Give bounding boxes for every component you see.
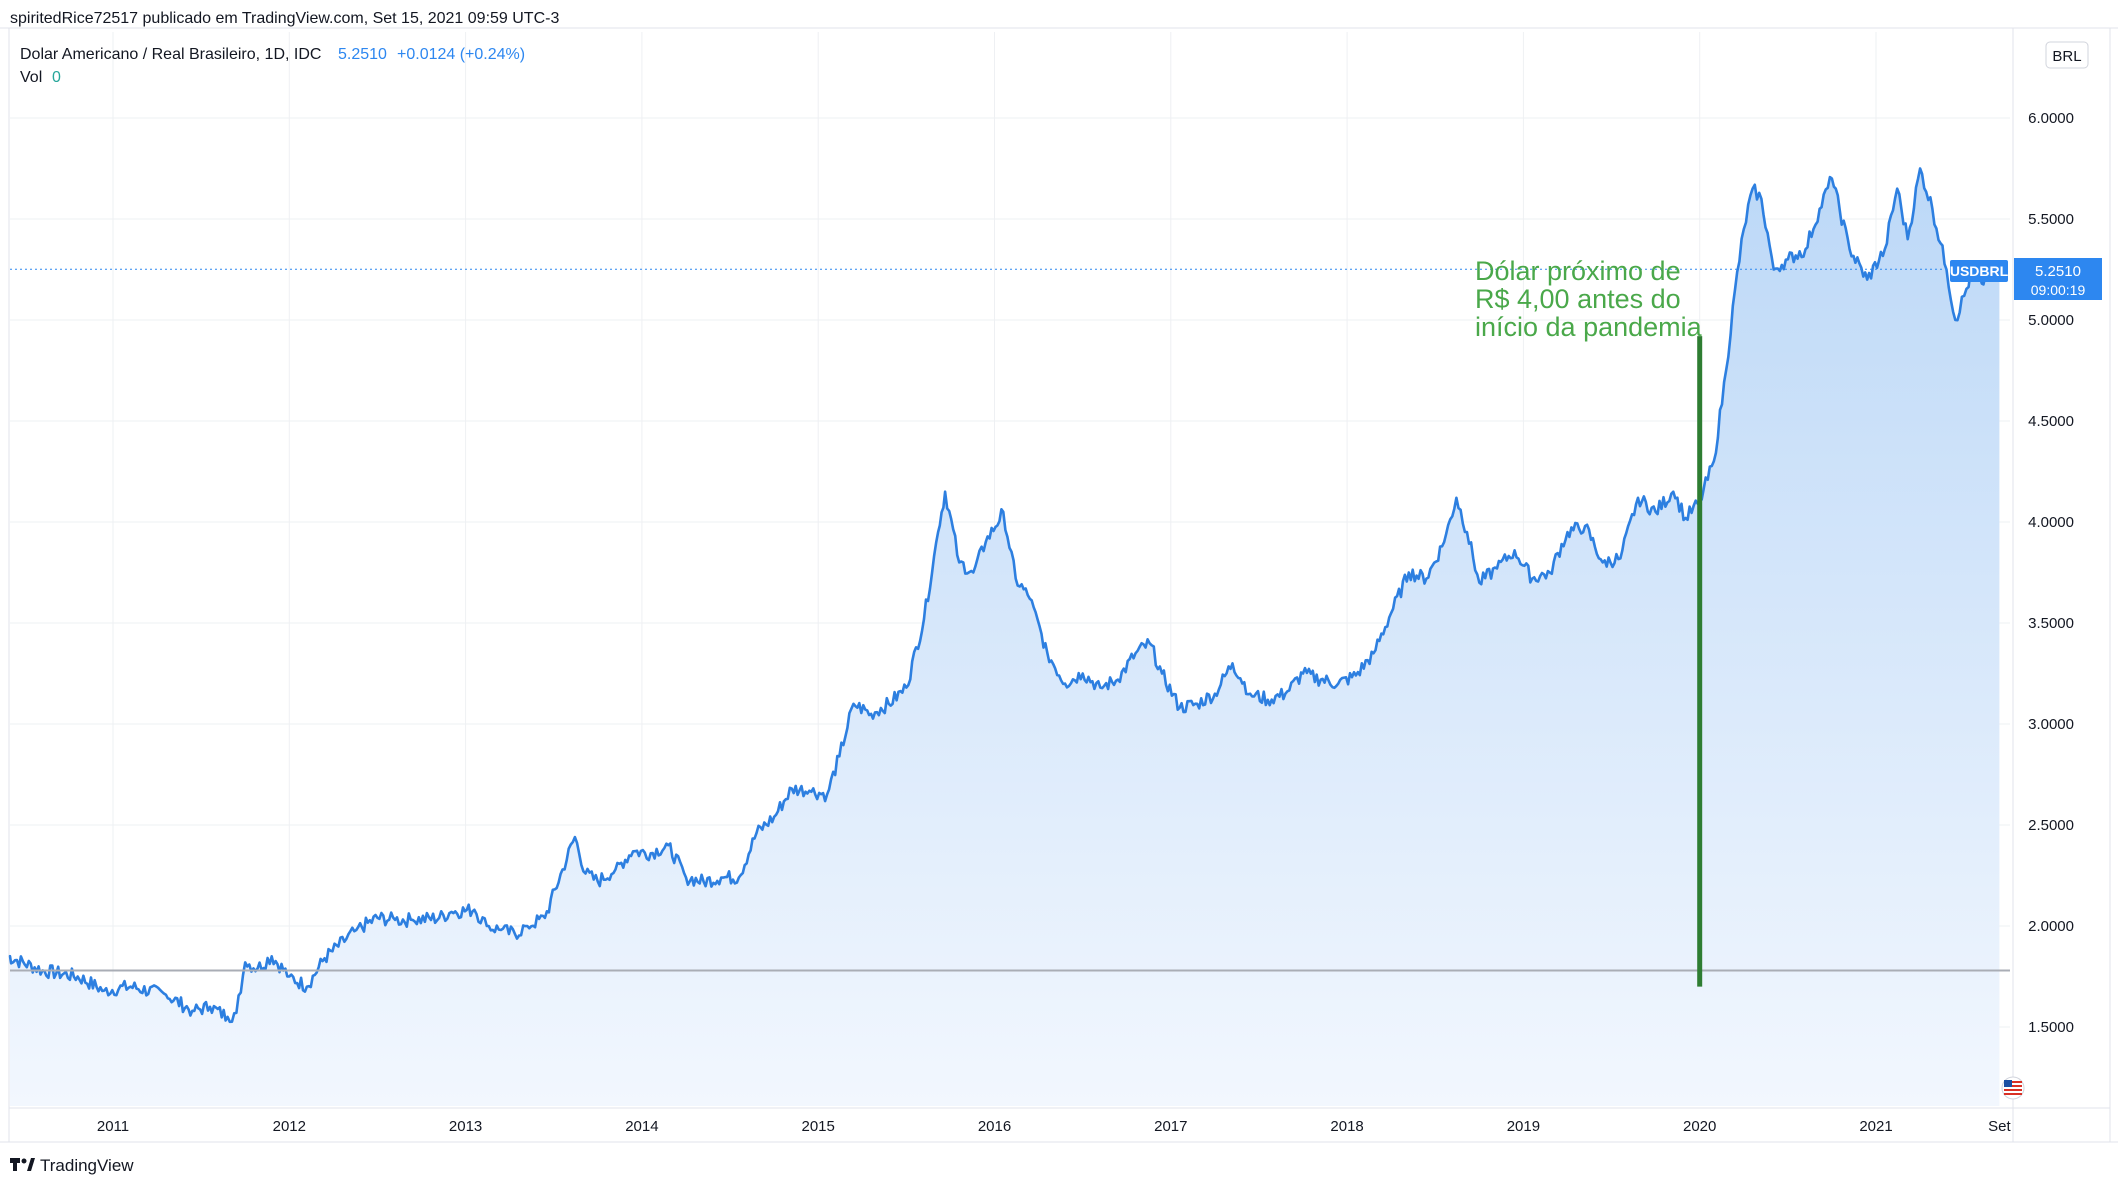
currency-button-label: BRL — [2052, 48, 2081, 65]
x-tick-label: 2020 — [1683, 1118, 1716, 1135]
annotation-line-2[interactable]: R$ 4,00 antes do — [1475, 284, 1681, 314]
overlay-layer — [10, 268, 2010, 987]
publisher-line: spiritedRice72517 publicado em TradingVi… — [10, 10, 559, 27]
y-tick-label: 4.0000 — [2028, 514, 2074, 531]
x-tick-label: 2018 — [1330, 1118, 1363, 1135]
x-tick-label: 2012 — [273, 1118, 306, 1135]
y-tick-label: 3.0000 — [2028, 716, 2074, 733]
currency-button[interactable]: BRL — [2045, 41, 2089, 69]
price-axis[interactable]: 6.0000 5.5000 5.0000 4.5000 4.0000 3.5000 3.00… — [2028, 110, 2074, 1036]
y-tick-label: 2.5000 — [2028, 817, 2074, 834]
footer-brand[interactable]: TradingView — [40, 1156, 134, 1175]
last-price-tag: USDBRL 5.2510 09:00:19 — [1950, 258, 2102, 300]
x-tick-label: 2019 — [1507, 1118, 1540, 1135]
x-tick-label: 2015 — [802, 1118, 835, 1135]
x-tick-label: 2013 — [449, 1118, 482, 1135]
series-area-fill — [10, 168, 2000, 1106]
series-layer — [8, 167, 2001, 1106]
price-tag-symbol: USDBRL — [1950, 263, 2009, 279]
volume-value: 0 — [52, 69, 61, 86]
y-tick-label: 6.0000 — [2028, 110, 2074, 127]
x-tick-label: 2014 — [625, 1118, 658, 1135]
tradingview-logo-icon[interactable] — [10, 1158, 35, 1171]
time-axis[interactable]: 2011 2012 2013 2014 2015 2016 2017 2018 2019 2020… — [97, 1118, 2012, 1135]
price-tag-value: 5.2510 — [2035, 263, 2081, 280]
y-tick-label: 3.5000 — [2028, 615, 2074, 632]
x-tick-label: 2021 — [1859, 1118, 1892, 1135]
last-price: 5.2510 — [338, 46, 387, 63]
y-tick-label: 5.5000 — [2028, 211, 2074, 228]
x-tick-label: 2011 — [97, 1118, 129, 1135]
x-tick-label: 2017 — [1154, 1118, 1187, 1135]
y-tick-label: 1.5000 — [2028, 1019, 2074, 1036]
series-line-usdbrl[interactable] — [8, 167, 2001, 1024]
symbol-title[interactable]: Dolar Americano / Real Brasileiro, 1D, I… — [20, 46, 321, 63]
volume-label: Vol — [20, 69, 42, 86]
us-flag-icon[interactable] — [2001, 1076, 2025, 1100]
x-tick-label: Set — [1988, 1118, 2011, 1135]
y-tick-label: 5.0000 — [2028, 312, 2074, 329]
y-tick-label: 4.5000 — [2028, 413, 2074, 430]
annotation-line-1[interactable]: Dólar próximo de — [1475, 256, 1681, 286]
price-tag-countdown: 09:00:19 — [2031, 282, 2086, 298]
annotation-line-3[interactable]: início da pandemia — [1475, 312, 1703, 342]
price-change: +0.0124 (+0.24%) — [397, 46, 525, 63]
y-tick-label: 2.0000 — [2028, 918, 2074, 935]
x-tick-label: 2016 — [978, 1118, 1011, 1135]
